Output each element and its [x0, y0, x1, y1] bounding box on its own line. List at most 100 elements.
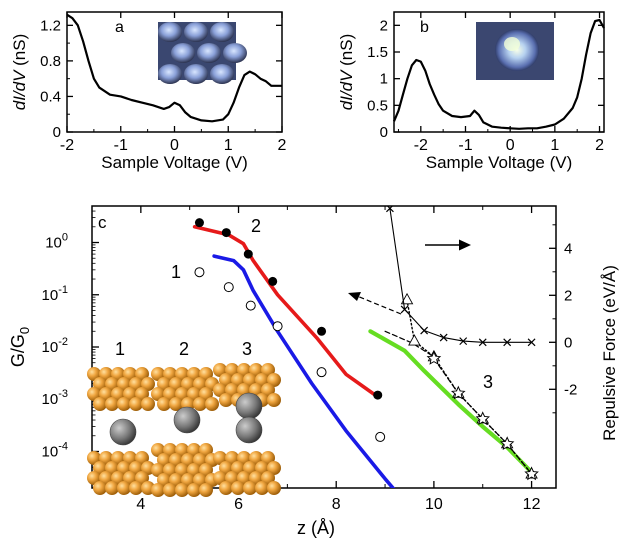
- model-2-top-electrode: [151, 367, 219, 411]
- series-2-point: [373, 390, 383, 400]
- panel-a-curve: [66, 13, 282, 123]
- gold-atom: [117, 481, 131, 495]
- gold-atom: [231, 481, 245, 495]
- gold-atom: [243, 481, 257, 495]
- series-1-point: [272, 321, 283, 332]
- panel-c-y2tick-label: 4: [564, 240, 572, 257]
- series-1-point: [194, 267, 205, 278]
- panel-a-xtick-label: 2: [278, 137, 287, 154]
- gold-atom: [129, 397, 143, 411]
- panel-c-xtick-label: 6: [234, 496, 243, 513]
- gold-atom: [175, 483, 189, 497]
- panel-c-ytick-label: 10-4: [42, 440, 68, 460]
- star-point: [426, 350, 442, 365]
- force-point: [420, 326, 429, 335]
- curve-label-2: 2: [251, 216, 261, 236]
- panel-a-letter: a: [115, 19, 124, 36]
- panel-a-xtick-label: -2: [60, 137, 74, 154]
- series-2-point: [221, 228, 231, 238]
- series-2-point: [268, 276, 278, 286]
- gold-atom: [163, 483, 177, 497]
- force-point: [527, 338, 536, 347]
- series-1-point: [223, 282, 234, 293]
- left-axis-arrow-shaft: [356, 295, 402, 315]
- gold-atom: [193, 397, 207, 411]
- panel-b-xtick-label: 2: [595, 137, 604, 154]
- force-point: [459, 337, 468, 346]
- gold-atom: [205, 397, 219, 411]
- panel-a-inset-molecule: [223, 43, 247, 63]
- panel-b-ytick-label: 1.5: [367, 44, 388, 61]
- panel-a-inset-molecule: [184, 64, 208, 84]
- right-axis-arrow-head: [459, 239, 471, 251]
- panel-a-inset-molecule: [184, 22, 208, 42]
- panel-c-ytick-label: 10-2: [42, 336, 68, 356]
- inset-label-1: 1: [115, 339, 125, 359]
- force-point: [478, 338, 487, 347]
- panel-a-inset-molecule: [158, 64, 182, 84]
- model-1-bottom-electrode: [87, 451, 155, 495]
- gold-atom: [157, 397, 171, 411]
- panel-c-y2tick-label: -2: [564, 381, 577, 398]
- panel-a-inset-molecule: [210, 22, 234, 42]
- series-1-line: [212, 254, 396, 488]
- star-point: [499, 436, 515, 451]
- gold-atom: [267, 481, 281, 495]
- force-point: [400, 305, 409, 314]
- panel-b-ytick-label: 0.5: [367, 97, 388, 114]
- panel-a-ytick-label: 0.8: [40, 53, 61, 70]
- panel-a-inset-molecule: [197, 43, 221, 63]
- gold-atom: [93, 397, 107, 411]
- left-axis-arrow-head: [348, 292, 361, 301]
- panel-c-ylabel: G/G0: [8, 327, 32, 367]
- panel-a: -2 -1 0 1 2 0 0.4 0.8 1.2 Sample Voltage (V) dI/dV…: [10, 11, 287, 172]
- panel-a-xlabel: Sample Voltage (V): [101, 153, 247, 172]
- panel-a-ytick-label: 0.4: [40, 88, 61, 105]
- panel-c-xtick-label: 10: [425, 496, 443, 513]
- panel-b-xtick-label: 0: [506, 137, 515, 154]
- panel-b-ytick-label: 0: [380, 124, 388, 141]
- model-3-c60-upper: [235, 392, 263, 420]
- panel-c-ytick-label: 100: [45, 232, 68, 252]
- panel-a-xtick-label: 1: [224, 137, 233, 154]
- curve-label-1: 1: [171, 262, 181, 282]
- gold-atom: [255, 481, 269, 495]
- series-1-point: [245, 300, 256, 311]
- curve-label-3: 3: [483, 372, 493, 392]
- model-1-c60: [109, 418, 137, 446]
- panel-c-xtick-label: 4: [136, 496, 145, 513]
- series-1-point: [316, 367, 327, 378]
- panel-c-ytick-label: 10-1: [42, 284, 68, 304]
- panel-a-inset-molecule: [210, 64, 234, 84]
- series-2-point: [317, 326, 327, 336]
- inset-label-3: 3: [242, 339, 252, 359]
- panel-c-letter: c: [98, 213, 107, 232]
- force-point: [503, 338, 512, 347]
- panel-b-letter: b: [420, 19, 429, 36]
- panel-c-y2tick-label: 0: [564, 334, 572, 351]
- series-2-point: [194, 218, 204, 228]
- gold-atom: [199, 483, 213, 497]
- panel-a-inset-molecule: [171, 43, 195, 63]
- gold-atom: [105, 397, 119, 411]
- series-3-line: [368, 329, 534, 475]
- gold-atom: [129, 481, 143, 495]
- panel-a-ytick-label: 0: [53, 124, 61, 141]
- series-2-line: [192, 225, 378, 397]
- panel-b-xtick-label: -2: [414, 137, 428, 154]
- inset-label-2: 2: [179, 339, 189, 359]
- panel-c-xlabel: z (Å): [297, 518, 335, 538]
- star-point: [475, 411, 490, 426]
- star-point: [524, 466, 539, 481]
- star-point: [450, 385, 466, 400]
- gold-atom: [93, 481, 107, 495]
- panel-c-y2tick-label: 2: [564, 287, 572, 304]
- panel-c-ytick-label: 10-3: [42, 388, 68, 408]
- gold-atom: [219, 393, 233, 407]
- panel-b-xlabel: Sample Voltage (V): [426, 153, 572, 172]
- model-2-c60: [173, 406, 201, 434]
- panel-b-frame: [393, 11, 605, 133]
- triangle-point: [400, 292, 414, 305]
- panel-a-inset-molecule: [158, 22, 182, 42]
